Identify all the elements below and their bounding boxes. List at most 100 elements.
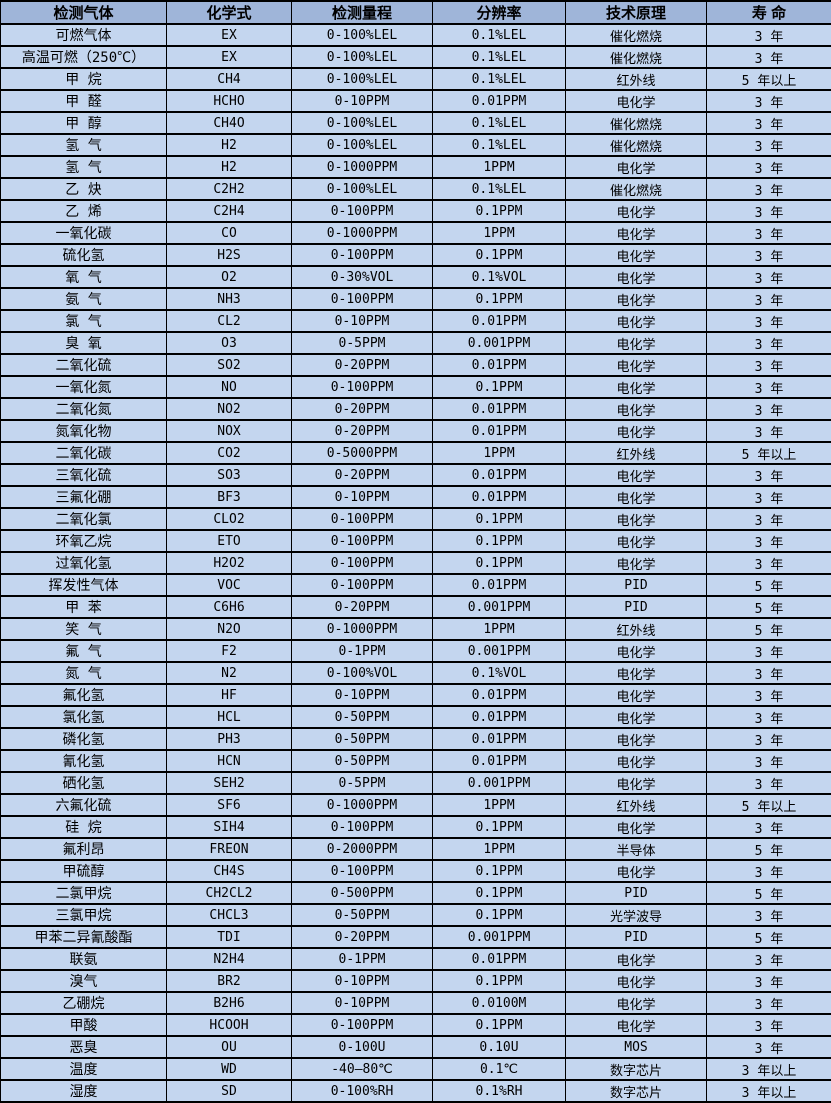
cell-range: 0-100PPM	[292, 530, 433, 552]
cell-formula: VOC	[167, 574, 292, 596]
cell-gas: 氟 气	[1, 640, 167, 662]
cell-formula: CH4O	[167, 112, 292, 134]
header-row: 检测气体化学式检测量程分辨率技术原理寿 命	[1, 1, 831, 24]
cell-gas: 溴气	[1, 970, 167, 992]
cell-lifespan: 3 年	[707, 156, 831, 178]
cell-principle: 电化学	[566, 486, 707, 508]
cell-gas: 甲 醇	[1, 112, 167, 134]
cell-principle: 半导体	[566, 838, 707, 860]
cell-formula: SF6	[167, 794, 292, 816]
cell-gas: 氧 气	[1, 266, 167, 288]
cell-gas: 一氧化氮	[1, 376, 167, 398]
cell-gas: 温度	[1, 1058, 167, 1080]
cell-resolution: 0.01PPM	[433, 684, 566, 706]
cell-formula: CHCL3	[167, 904, 292, 926]
cell-range: 0-100PPM	[292, 552, 433, 574]
cell-resolution: 0.1PPM	[433, 376, 566, 398]
cell-lifespan: 3 年	[707, 662, 831, 684]
cell-lifespan: 3 年	[707, 684, 831, 706]
cell-lifespan: 5 年	[707, 882, 831, 904]
column-header-gas: 检测气体	[1, 1, 167, 24]
cell-gas: 氯化氢	[1, 706, 167, 728]
cell-lifespan: 3 年	[707, 816, 831, 838]
cell-range: 0-10PPM	[292, 992, 433, 1014]
cell-resolution: 0.1℃	[433, 1058, 566, 1080]
cell-resolution: 0.1%LEL	[433, 24, 566, 46]
cell-resolution: 0.001PPM	[433, 926, 566, 948]
cell-formula: SO3	[167, 464, 292, 486]
cell-principle: 电化学	[566, 288, 707, 310]
cell-range: 0-100%VOL	[292, 662, 433, 684]
cell-lifespan: 3 年	[707, 90, 831, 112]
cell-range: 0-100%LEL	[292, 68, 433, 90]
cell-gas: 臭 氧	[1, 332, 167, 354]
cell-range: 0-100%LEL	[292, 24, 433, 46]
cell-range: 0-100%LEL	[292, 178, 433, 200]
cell-lifespan: 3 年	[707, 1014, 831, 1036]
cell-formula: SO2	[167, 354, 292, 376]
cell-range: 0-50PPM	[292, 904, 433, 926]
cell-range: 0-10PPM	[292, 310, 433, 332]
cell-formula: CO2	[167, 442, 292, 464]
cell-gas: 甲 醛	[1, 90, 167, 112]
cell-lifespan: 5 年	[707, 574, 831, 596]
cell-range: 0-100PPM	[292, 244, 433, 266]
cell-lifespan: 3 年	[707, 332, 831, 354]
cell-resolution: 0.1PPM	[433, 244, 566, 266]
cell-formula: CH4	[167, 68, 292, 90]
cell-resolution: 0.1%LEL	[433, 68, 566, 90]
cell-gas: 氟化氢	[1, 684, 167, 706]
cell-principle: 电化学	[566, 728, 707, 750]
cell-principle: PID	[566, 926, 707, 948]
cell-range: 0-100PPM	[292, 200, 433, 222]
cell-gas: 二氧化硫	[1, 354, 167, 376]
cell-formula: EX	[167, 46, 292, 68]
cell-principle: 催化燃烧	[566, 134, 707, 156]
cell-range: 0-20PPM	[292, 420, 433, 442]
cell-resolution: 0.1%RH	[433, 1080, 566, 1102]
cell-gas: 联氨	[1, 948, 167, 970]
cell-gas: 甲硫醇	[1, 860, 167, 882]
cell-range: 0-20PPM	[292, 596, 433, 618]
cell-gas: 二氧化碳	[1, 442, 167, 464]
cell-range: 0-100PPM	[292, 1014, 433, 1036]
cell-resolution: 0.01PPM	[433, 706, 566, 728]
cell-range: 0-1000PPM	[292, 222, 433, 244]
cell-resolution: 0.1PPM	[433, 288, 566, 310]
cell-gas: 氮氧化物	[1, 420, 167, 442]
cell-resolution: 1PPM	[433, 794, 566, 816]
cell-lifespan: 3 年	[707, 266, 831, 288]
cell-range: 0-20PPM	[292, 464, 433, 486]
cell-resolution: 0.01PPM	[433, 574, 566, 596]
cell-formula: N2O	[167, 618, 292, 640]
cell-lifespan: 5 年	[707, 926, 831, 948]
cell-lifespan: 3 年	[707, 486, 831, 508]
cell-resolution: 1PPM	[433, 442, 566, 464]
cell-resolution: 0.1PPM	[433, 860, 566, 882]
cell-range: 0-100%LEL	[292, 112, 433, 134]
cell-formula: CH2CL2	[167, 882, 292, 904]
cell-range: 0-100PPM	[292, 288, 433, 310]
cell-resolution: 0.01PPM	[433, 420, 566, 442]
cell-principle: PID	[566, 574, 707, 596]
cell-lifespan: 3 年	[707, 24, 831, 46]
cell-range: 0-100%LEL	[292, 134, 433, 156]
cell-principle: PID	[566, 596, 707, 618]
cell-resolution: 0.1PPM	[433, 508, 566, 530]
cell-resolution: 0.01PPM	[433, 464, 566, 486]
cell-gas: 乙硼烷	[1, 992, 167, 1014]
cell-range: 0-10PPM	[292, 90, 433, 112]
cell-resolution: 0.01PPM	[433, 728, 566, 750]
cell-lifespan: 3 年	[707, 354, 831, 376]
cell-formula: C2H2	[167, 178, 292, 200]
cell-gas: 氰化氢	[1, 750, 167, 772]
